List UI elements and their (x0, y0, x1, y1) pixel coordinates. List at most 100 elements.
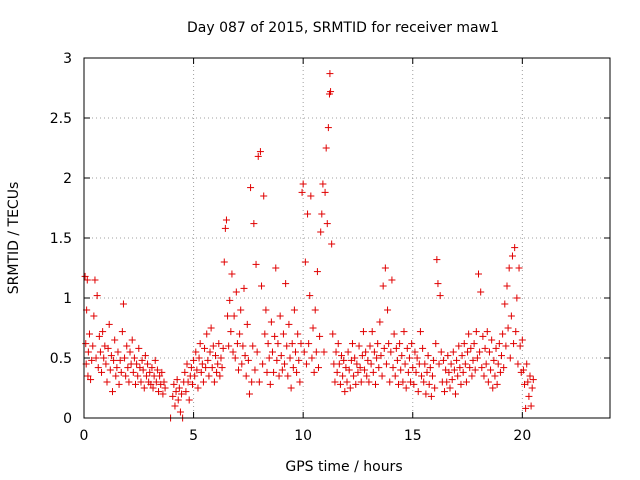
data-point (129, 368, 137, 376)
data-point (401, 360, 409, 368)
data-point (513, 294, 521, 302)
data-point (430, 356, 438, 364)
data-point (151, 356, 159, 364)
data-point (508, 252, 516, 260)
data-point (114, 348, 122, 356)
data-point (467, 344, 475, 352)
data-point (160, 378, 168, 386)
data-point (512, 328, 520, 336)
data-point (231, 354, 239, 362)
data-point (328, 240, 336, 248)
data-point (286, 354, 294, 362)
data-point (229, 348, 237, 356)
data-point (288, 340, 296, 348)
x-tick-label: 5 (189, 428, 198, 444)
chart-title: Day 087 of 2015, SRMTID for receiver maw… (187, 20, 499, 36)
data-point (436, 292, 444, 300)
data-point (355, 342, 363, 350)
data-point (385, 340, 393, 348)
data-point (207, 324, 215, 332)
data-point (307, 192, 315, 200)
data-point (248, 378, 256, 386)
data-point (277, 352, 285, 360)
data-point (422, 390, 430, 398)
data-point (356, 364, 364, 372)
data-point (172, 388, 180, 396)
y-tick-label: 1 (63, 291, 72, 307)
data-point (118, 328, 126, 336)
data-point (305, 340, 313, 348)
data-point (185, 396, 193, 404)
data-point (263, 368, 271, 376)
data-point (479, 332, 487, 340)
data-point (106, 366, 114, 374)
data-point (208, 364, 216, 372)
y-tick-label: 0 (63, 411, 72, 427)
data-point (235, 366, 243, 374)
data-point (100, 354, 108, 362)
data-point (142, 372, 150, 380)
data-point (258, 282, 266, 290)
data-point (371, 380, 379, 388)
data-point (245, 390, 253, 398)
data-point (369, 368, 377, 376)
data-point (198, 360, 206, 368)
data-point (391, 372, 399, 380)
data-point (152, 378, 160, 386)
data-point (321, 188, 329, 196)
data-point (251, 366, 259, 374)
data-point (298, 188, 306, 196)
data-point (273, 356, 281, 364)
data-point (433, 256, 441, 264)
data-point (421, 360, 429, 368)
data-point (424, 352, 432, 360)
data-point (197, 368, 205, 376)
data-point (419, 344, 427, 352)
data-point (149, 384, 157, 392)
data-point (335, 360, 343, 368)
data-point (501, 300, 509, 308)
data-point (487, 366, 495, 374)
data-point (89, 342, 97, 350)
data-point (239, 342, 247, 350)
data-point (506, 354, 514, 362)
data-point (271, 332, 279, 340)
data-point (469, 356, 477, 364)
data-point (516, 342, 524, 350)
data-point (405, 354, 413, 362)
data-point (395, 380, 403, 388)
data-point (343, 378, 351, 386)
data-point (413, 354, 421, 362)
data-point (205, 372, 213, 380)
data-point (345, 366, 353, 374)
data-point (84, 348, 92, 356)
data-point (444, 352, 452, 360)
data-point (267, 318, 275, 326)
data-point (176, 408, 184, 416)
data-point (92, 354, 100, 362)
x-axis-label: GPS time / hours (285, 459, 402, 475)
data-point (465, 330, 473, 338)
data-point (525, 392, 533, 400)
data-point (178, 390, 186, 398)
data-point (247, 184, 255, 192)
data-point (418, 372, 426, 380)
data-point (124, 364, 132, 372)
data-point (87, 376, 95, 384)
data-point (187, 364, 195, 372)
data-point (320, 348, 328, 356)
data-point (441, 388, 449, 396)
data-point (268, 348, 276, 356)
data-point (476, 348, 484, 356)
data-point (259, 360, 267, 368)
data-point (159, 390, 167, 398)
data-point (378, 372, 386, 380)
data-point (182, 388, 190, 396)
data-point (216, 372, 224, 380)
data-point (426, 364, 434, 372)
data-point (311, 306, 319, 314)
data-point (482, 360, 490, 368)
data-point (108, 388, 116, 396)
data-point (175, 384, 183, 392)
data-point (510, 340, 518, 348)
